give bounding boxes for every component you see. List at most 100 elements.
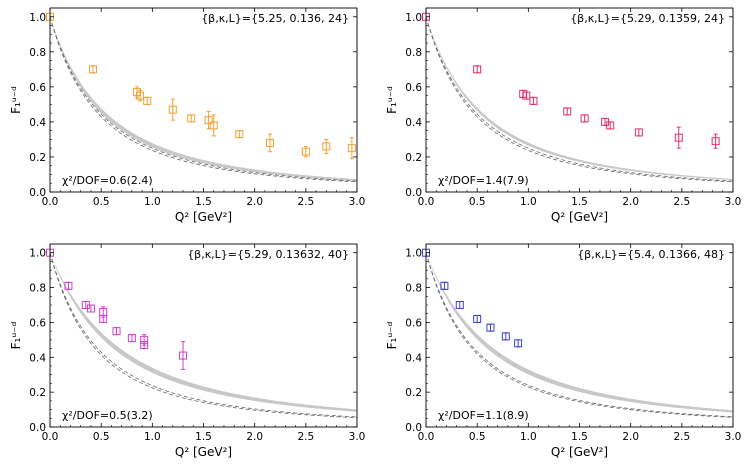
x-axis-label: Q² [GeV²] [551,445,608,459]
data-point [529,96,538,105]
data-point [204,110,213,130]
data-point [322,138,331,154]
x-tick-label: 1.5 [571,431,588,443]
data-point [440,281,449,290]
y-axis-label: F₁ᵘ⁻ᵈ [385,86,399,114]
fit-band [50,252,357,412]
y-axis-label: F₁ᵘ⁻ᵈ [9,321,23,349]
x-tick-label: 0.0 [42,196,59,208]
data-point [473,314,482,323]
plot-frame [49,7,358,193]
y-tick-label: 1.0 [29,248,46,260]
x-tick-label: 1.0 [520,431,537,443]
y-tick-label: 0.6 [405,82,422,94]
plot-frame [49,243,358,428]
data-point [88,65,97,74]
y-tick-label: 0.8 [405,283,422,295]
y-tick-label: 0.8 [29,47,46,59]
x-tick-label: 3.0 [349,196,366,208]
panel-annotation: {β,κ,L}={5.4, 0.1366, 48} [577,248,725,261]
panel-bottom-right: 0.0 0.5 1.0 1.5 2.0 2.5 3.00.00.20.40.60.81.0 … [385,243,742,459]
data-point [99,314,108,323]
x-tick-label: 1.5 [571,196,588,208]
data-point [580,114,589,123]
x-tick-label: 0.5 [469,196,486,208]
plot-frame [425,7,734,193]
data-point [473,65,482,74]
x-tick-label: 1.0 [520,196,537,208]
x-tick-label: 1.0 [144,196,161,208]
data-point [606,121,615,130]
data-point [347,137,356,160]
x-axis-label: Q² [GeV²] [175,210,232,224]
x-tick-label: 0.0 [42,431,59,443]
data-point [64,281,73,290]
y-axis-label: F₁ᵘ⁻ᵈ [9,86,23,114]
dashed-fit-curve [50,252,357,418]
dashed-fit-curve [426,252,733,418]
y-tick-label: 0.2 [405,152,422,164]
y-tick-label: 0.6 [29,82,46,94]
y-tick-label: 0.0 [405,422,422,434]
x-tick-label: 0.5 [93,196,110,208]
panel-bottom-left: 0.0 0.5 1.0 1.5 2.0 2.5 3.00.00.20.40.60.81.0 … [9,243,366,459]
x-tick-label: 3.0 [349,431,366,443]
panel-top-right: 0.0 0.5 1.0 1.5 2.0 2.5 3.00.00.20.40.60.81.0 … [385,7,741,224]
fit-band [426,252,733,413]
x-tick-label: 2.0 [622,196,639,208]
data-point [127,334,136,343]
y-axis-label: F₁ᵘ⁻ᵈ [385,321,399,349]
data-point [634,128,643,137]
y-tick-label: 0.4 [405,117,422,129]
data-point [455,301,464,309]
dashed-fit-curve [426,16,733,183]
data-point [301,145,310,158]
data-point [674,126,683,149]
fit-band [50,16,357,181]
y-tick-label: 0.8 [29,283,46,295]
x-tick-label: 3.0 [725,431,742,443]
panel-annotation: {β,κ,L}={5.29, 0.13632, 40} [187,248,349,261]
x-tick-label: 0.0 [418,431,435,443]
x-tick-label: 1.0 [144,431,161,443]
dashed-fit-curve [50,16,357,182]
x-axis-label: Q² [GeV²] [175,445,232,459]
y-tick-label: 0.8 [405,47,422,59]
data-point [179,341,188,370]
data-point [486,323,495,332]
y-tick-label: 0.6 [405,317,422,329]
data-point [187,114,196,123]
x-tick-label: 2.5 [673,196,690,208]
data-point [143,96,152,105]
x-tick-label: 2.5 [297,196,314,208]
y-tick-label: 0.4 [405,352,422,364]
panel-annotation: {β,κ,L}={5.25, 0.136, 24} [201,12,349,25]
data-point [522,91,531,100]
data-point [563,107,572,116]
y-tick-label: 0.4 [29,352,46,364]
dashed-fit-curve [426,252,733,418]
x-axis-label: Q² [GeV²] [551,210,608,224]
data-point [501,332,510,341]
data-point [168,98,177,121]
y-tick-label: 1.0 [405,12,422,24]
dashed-fit-curve [50,252,357,419]
y-tick-label: 1.0 [29,12,46,24]
chi2-label: χ²/DOF=1.1(8.9) [438,409,529,422]
x-tick-label: 1.5 [195,431,212,443]
x-tick-label: 2.0 [246,196,263,208]
y-tick-label: 0.4 [29,117,46,129]
chi2-label: χ²/DOF=1.4(7.9) [438,174,529,187]
plot-frame [425,243,734,428]
data-point [112,327,121,336]
panel-top-left: 0.0 0.5 1.0 1.5 2.0 2.5 3.00.00.20.40.60.81.0 … [9,7,366,224]
data-point [514,339,523,348]
y-tick-label: 0.0 [29,187,46,199]
x-tick-label: 2.0 [622,431,639,443]
fit-band [426,16,733,181]
y-tick-label: 0.0 [405,187,422,199]
data-point [140,341,149,350]
data-point [235,130,244,139]
x-tick-label: 0.5 [93,431,110,443]
